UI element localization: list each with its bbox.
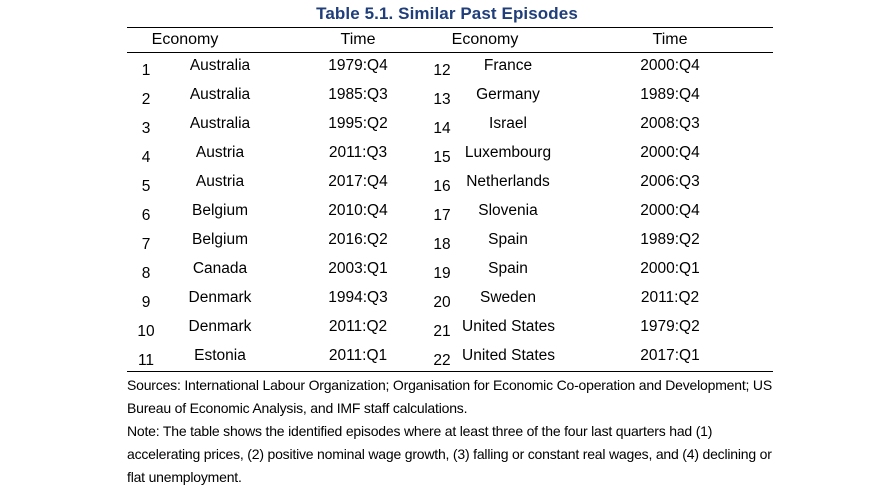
time-cell: 2000:Q4 (640, 144, 700, 161)
table-row: 10 Denmark 2011:Q2 21 United States 1979:Q2 (0, 318, 880, 347)
row-number: 3 (141, 120, 151, 137)
bottom-rule (127, 371, 773, 372)
economy-cell: Austria (195, 173, 245, 190)
time-cell: 2017:Q1 (640, 347, 700, 364)
sources-note: Sources: International Labour Organizati… (127, 377, 772, 416)
time-cell: 2000:Q1 (640, 260, 700, 277)
table-row: 11 Estonia 2011:Q1 22 United States 2017:Q1 (0, 347, 880, 376)
row-number: 4 (141, 149, 151, 166)
row-number: 9 (141, 294, 151, 311)
row-number: 6 (141, 207, 151, 224)
economy-cell: Australia (189, 86, 251, 103)
economy-cell: Netherlands (466, 173, 550, 190)
economy-cell: Australia (189, 115, 251, 132)
table-row: 7 Belgium 2016:Q2 18 Spain 1989:Q2 (0, 231, 880, 260)
top-rule (127, 27, 773, 28)
row-number: 16 (433, 178, 451, 195)
economy-cell: Sweden (479, 289, 536, 306)
header-time-right: Time (652, 31, 688, 48)
economy-cell: Spain (488, 231, 528, 248)
table-row: 4 Austria 2011:Q3 15 Luxembourg 2000:Q4 (0, 144, 880, 173)
time-cell: 1985:Q3 (328, 86, 388, 103)
time-cell: 1989:Q2 (640, 231, 700, 248)
economy-cell: Austria (195, 144, 245, 161)
economy-cell: Germany (476, 86, 540, 103)
economy-cell: Belgium (192, 202, 248, 219)
table-row: 3 Australia 1995:Q2 14 Israel 2008:Q3 (0, 115, 880, 144)
table-title: Table 5.1. Similar Past Episodes (316, 4, 578, 23)
header-time-left: Time (340, 31, 376, 48)
table-row: 5 Austria 2017:Q4 16 Netherlands 2006:Q3 (0, 173, 880, 202)
time-cell: 2011:Q2 (328, 318, 388, 335)
header-rule (127, 52, 773, 53)
time-cell: 2011:Q1 (328, 347, 388, 364)
time-cell: 2011:Q3 (328, 144, 388, 161)
time-cell: 1979:Q2 (640, 318, 700, 335)
time-cell: 2003:Q1 (328, 260, 388, 277)
table-row: 2 Australia 1985:Q3 13 Germany 1989:Q4 (0, 86, 880, 115)
time-cell: 1994:Q3 (328, 289, 388, 306)
economy-cell: Slovenia (478, 202, 538, 219)
row-number: 5 (141, 178, 151, 195)
time-cell: 1989:Q4 (640, 86, 700, 103)
row-number: 21 (433, 323, 451, 340)
time-cell: 2006:Q3 (640, 173, 700, 190)
table-note: Note: The table shows the identified epi… (127, 423, 772, 485)
economy-cell: Denmark (188, 318, 252, 335)
economy-cell: United States (462, 318, 556, 335)
economy-cell: Belgium (192, 231, 248, 248)
economy-cell: Canada (192, 260, 248, 277)
table-row: 9 Denmark 1994:Q3 20 Sweden 2011:Q2 (0, 289, 880, 318)
economy-cell: Israel (489, 115, 527, 132)
economy-cell: Spain (488, 260, 528, 277)
economy-cell: Australia (189, 57, 251, 74)
time-cell: 2011:Q2 (640, 289, 700, 306)
row-number: 19 (433, 265, 451, 282)
time-cell: 2017:Q4 (328, 173, 388, 190)
time-cell: 1995:Q2 (328, 115, 388, 132)
row-number: 15 (433, 149, 451, 166)
row-number: 1 (141, 62, 151, 79)
time-cell: 2010:Q4 (328, 202, 388, 219)
row-number: 10 (137, 323, 155, 340)
row-number: 18 (433, 236, 451, 253)
economy-cell: Denmark (188, 289, 252, 306)
row-number: 13 (433, 91, 451, 108)
row-number: 22 (433, 352, 451, 369)
table-row: 8 Canada 2003:Q1 19 Spain 2000:Q1 (0, 260, 880, 289)
time-cell: 1979:Q4 (328, 57, 388, 74)
header-economy-left: Economy (151, 31, 219, 48)
time-cell: 2000:Q4 (640, 202, 700, 219)
row-number: 12 (433, 62, 451, 79)
row-number: 8 (141, 265, 151, 282)
time-cell: 2016:Q2 (328, 231, 388, 248)
row-number: 14 (433, 120, 451, 137)
row-number: 20 (433, 294, 451, 311)
row-number: 11 (137, 352, 155, 369)
economy-cell: France (483, 57, 533, 74)
time-cell: 2008:Q3 (640, 115, 700, 132)
economy-cell: United States (462, 347, 556, 364)
header-economy-right: Economy (451, 31, 519, 48)
row-number: 17 (433, 207, 451, 224)
row-number: 2 (141, 91, 151, 108)
row-number: 7 (141, 236, 151, 253)
table-row: 1 Australia 1979:Q4 12 France 2000:Q4 (0, 57, 880, 86)
economy-cell: Estonia (194, 347, 246, 364)
time-cell: 2000:Q4 (640, 57, 700, 74)
table-row: 6 Belgium 2010:Q4 17 Slovenia 2000:Q4 (0, 202, 880, 231)
economy-cell: Luxembourg (464, 144, 552, 161)
